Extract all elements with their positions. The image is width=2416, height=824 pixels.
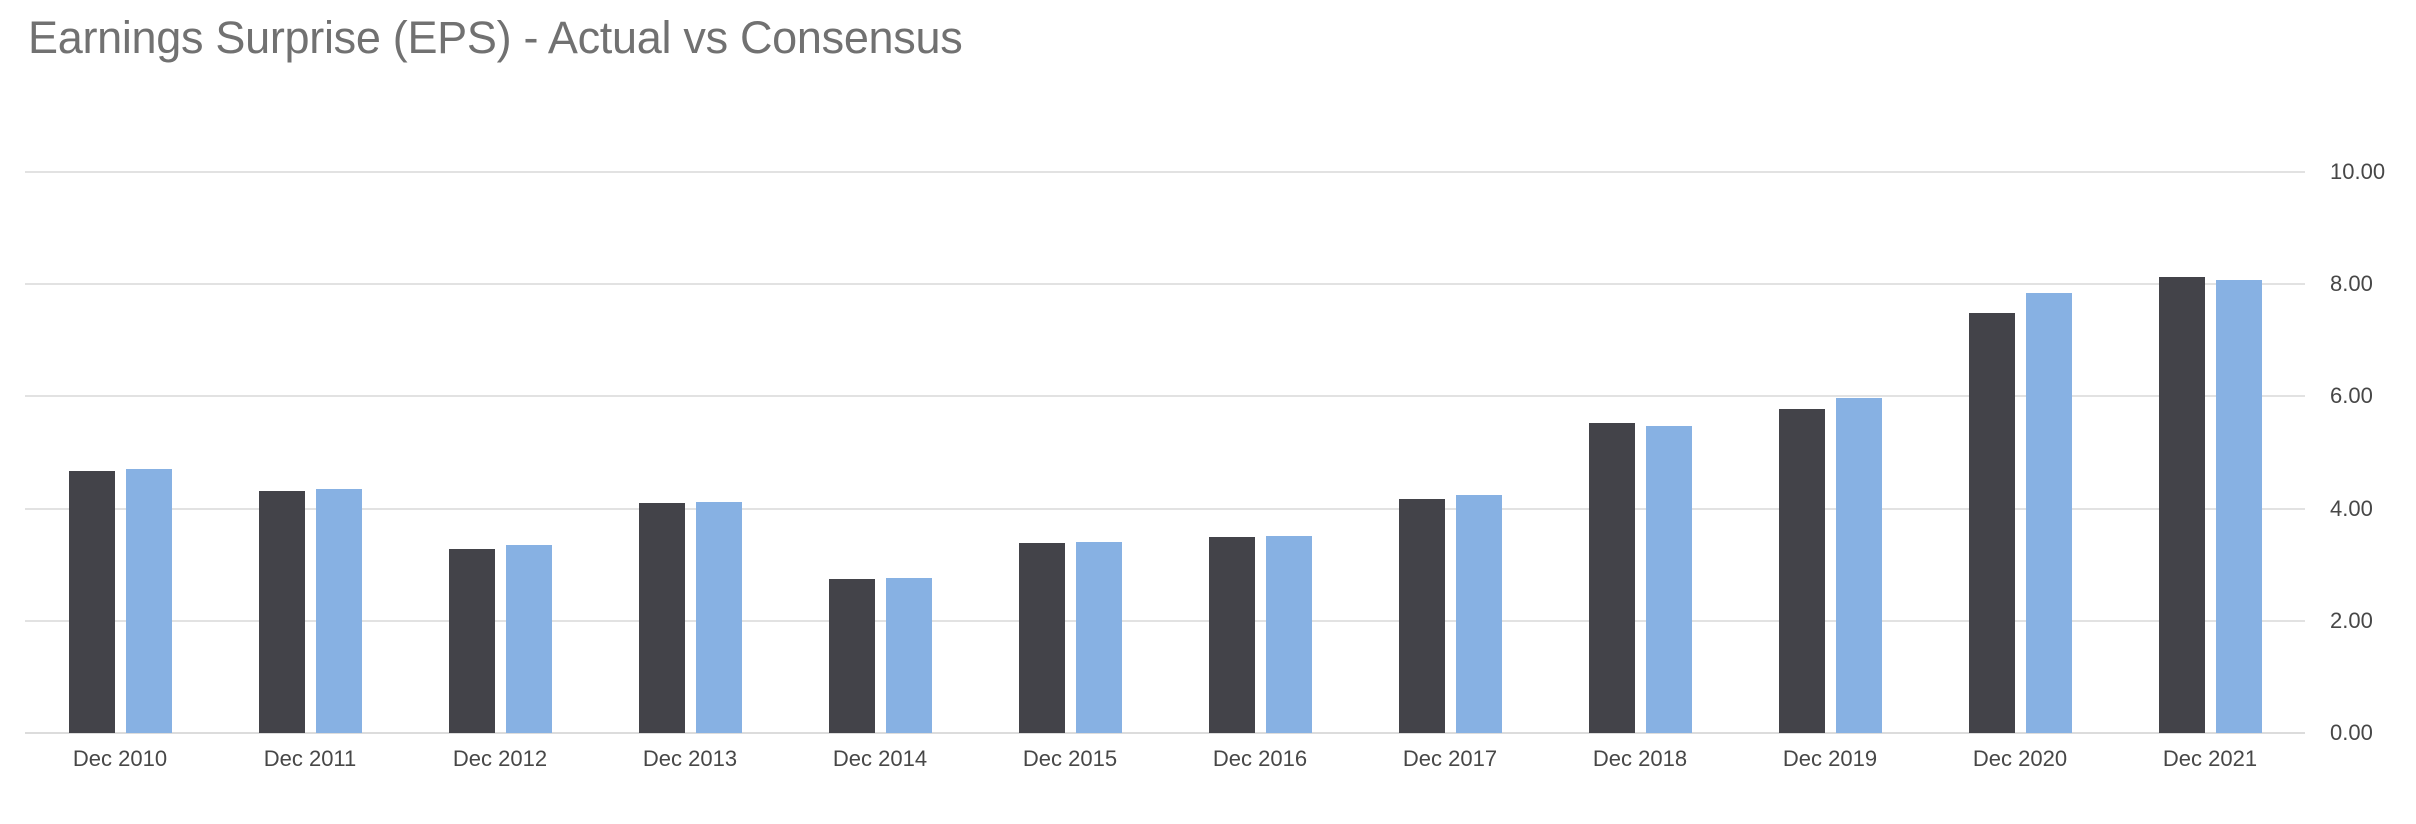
bar-actual-dec-2011[interactable]	[258, 491, 305, 733]
bar-consensus-dec-2013[interactable]	[695, 501, 742, 733]
y-axis-tick-label: 6.00	[2330, 383, 2373, 409]
bars-layer	[25, 172, 2305, 733]
bar-actual-dec-2012[interactable]	[448, 549, 495, 733]
x-axis-label: Dec 2010	[72, 746, 168, 771]
bar-consensus-dec-2017[interactable]	[1455, 495, 1502, 733]
y-axis-tick-label: 8.00	[2330, 271, 2373, 297]
x-axis-label: Dec 2020	[1972, 746, 2068, 771]
bar-actual-dec-2014[interactable]	[828, 579, 875, 733]
bar-actual-dec-2017[interactable]	[1398, 499, 1445, 733]
x-axis-label: Dec 2016	[1212, 746, 1308, 771]
bar-actual-dec-2018[interactable]	[1588, 423, 1635, 733]
bar-group-dec-2015	[975, 172, 1165, 733]
bar-actual-dec-2010[interactable]	[68, 471, 115, 733]
bar-consensus-dec-2021[interactable]	[2215, 279, 2262, 733]
bar-consensus-dec-2010[interactable]	[125, 469, 172, 733]
bar-consensus-dec-2014[interactable]	[885, 578, 932, 733]
bar-actual-dec-2015[interactable]	[1018, 543, 1065, 733]
x-axis-label: Dec 2013	[642, 746, 738, 771]
bar-group-dec-2012	[405, 172, 595, 733]
x-axis-label: Dec 2015	[1022, 746, 1118, 771]
bar-consensus-dec-2012[interactable]	[505, 545, 552, 733]
bar-group-dec-2014	[785, 172, 975, 733]
bar-group-dec-2011	[215, 172, 405, 733]
y-axis-tick-label: 2.00	[2330, 607, 2373, 633]
gridline	[25, 171, 2305, 173]
bar-group-dec-2018	[1545, 172, 1735, 733]
bar-consensus-dec-2018[interactable]	[1645, 426, 1692, 733]
x-axis-label: Dec 2014	[832, 746, 928, 771]
plot-area	[25, 171, 2305, 734]
bar-group-dec-2010	[25, 172, 215, 733]
x-axis-baseline	[25, 732, 2305, 734]
gridline	[25, 619, 2305, 622]
bar-actual-dec-2020[interactable]	[1968, 313, 2015, 733]
x-axis-label: Dec 2011	[263, 746, 357, 771]
bar-group-dec-2021	[2115, 172, 2305, 733]
chart-title: Earnings Surprise (EPS) - Actual vs Cons…	[28, 12, 963, 63]
x-axis-label: Dec 2018	[1592, 746, 1688, 771]
bar-actual-dec-2019[interactable]	[1778, 409, 1825, 733]
gridline	[25, 395, 2305, 398]
bar-actual-dec-2013[interactable]	[638, 503, 685, 733]
y-axis-tick-label: 10.00	[2330, 159, 2386, 184]
bar-actual-dec-2021[interactable]	[2158, 277, 2205, 733]
bar-group-dec-2019	[1735, 172, 1925, 733]
bar-consensus-dec-2015[interactable]	[1075, 541, 1122, 733]
x-axis-label: Dec 2021	[2162, 746, 2258, 771]
x-axis-label: Dec 2017	[1402, 746, 1498, 771]
gridline	[25, 507, 2305, 510]
bar-group-dec-2020	[1925, 172, 2115, 733]
y-axis-tick-label: 0.00	[2330, 720, 2373, 745]
bar-group-dec-2017	[1355, 172, 1545, 733]
x-axis-label: Dec 2019	[1782, 746, 1878, 771]
bar-group-dec-2013	[595, 172, 785, 733]
y-axis-tick-label: 4.00	[2330, 495, 2373, 521]
x-axis: Dec 2010 Dec 2011 Dec 2012 Dec 2013 Dec 2014…	[25, 746, 2305, 774]
bar-consensus-dec-2011[interactable]	[315, 488, 362, 733]
gridline	[25, 283, 2305, 286]
x-axis-label: Dec 2012	[452, 746, 548, 771]
bar-group-dec-2016	[1165, 172, 1355, 733]
bar-consensus-dec-2020[interactable]	[2025, 292, 2072, 733]
bar-actual-dec-2016[interactable]	[1208, 537, 1255, 733]
bar-consensus-dec-2016[interactable]	[1265, 536, 1312, 733]
bar-consensus-dec-2019[interactable]	[1835, 397, 1882, 733]
